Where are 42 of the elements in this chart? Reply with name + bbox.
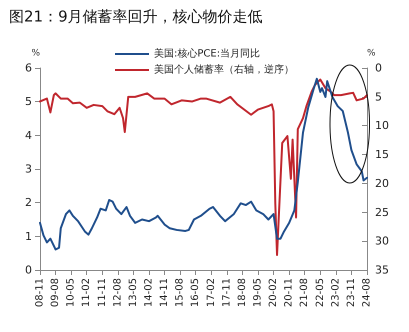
- legend-label: 美国个人储蓄率（右轴，逆序）: [154, 64, 294, 76]
- x-tick-label: 16-05: [190, 278, 202, 308]
- y2-tick-label: 20: [375, 176, 389, 190]
- x-tick-label: 11-11: [96, 278, 108, 308]
- y-tick-label: 4: [25, 128, 32, 142]
- y-tick-label: 1: [25, 230, 32, 243]
- y2-tick-label: 5: [375, 90, 382, 104]
- x-tick-label: 08-11: [34, 278, 46, 308]
- x-tick-label: 09-08: [50, 278, 62, 308]
- y2-axis-title: %: [367, 48, 376, 58]
- x-tick-label: 17-11: [221, 278, 232, 308]
- x-tick-label: 14-11: [159, 278, 170, 308]
- y-axis-title: %: [31, 48, 40, 58]
- x-tick-label: 18-08: [236, 278, 248, 308]
- y-tick-label: 3: [25, 162, 32, 176]
- x-tick-label: 15-08: [174, 278, 186, 308]
- y2-tick-label: 15: [375, 148, 389, 162]
- chart-title: 图21：9月储蓄率回升，核心物价走低: [9, 8, 263, 26]
- x-tick-label: 13-05: [128, 278, 139, 308]
- x-tick-label: 20-11: [284, 278, 295, 308]
- x-tick-label: 21-08: [299, 278, 310, 308]
- y-tick-label: 5: [25, 95, 32, 108]
- x-tick-label: 20-02: [268, 278, 280, 308]
- y2-tick-label: 35: [375, 264, 389, 276]
- x-tick-label: 22-05: [314, 278, 326, 308]
- y2-tick-label: 10: [375, 119, 389, 132]
- y2-tick-label: 30: [375, 234, 389, 248]
- y-tick-label: 0: [25, 264, 32, 276]
- y-tick-label: 2: [25, 196, 32, 210]
- x-tick-label: 19-05: [252, 278, 264, 308]
- x-tick-label: 23-11: [346, 278, 357, 308]
- legend-label: 美国:核心PCE:当月同比: [154, 48, 260, 60]
- x-tick-label: 24-08: [362, 278, 372, 308]
- y-tick-label: 6: [25, 62, 32, 74]
- x-tick-label: 12-08: [112, 278, 124, 308]
- x-tick-label: 14-02: [144, 278, 154, 308]
- x-tick-label: 10-05: [66, 278, 77, 308]
- y2-tick-label: 0: [375, 62, 382, 74]
- y2-tick-label: 25: [375, 206, 389, 219]
- x-tick-label: 17-02: [206, 278, 217, 308]
- x-tick-label: 11-02: [81, 278, 92, 308]
- x-tick-label: 23-02: [330, 278, 342, 308]
